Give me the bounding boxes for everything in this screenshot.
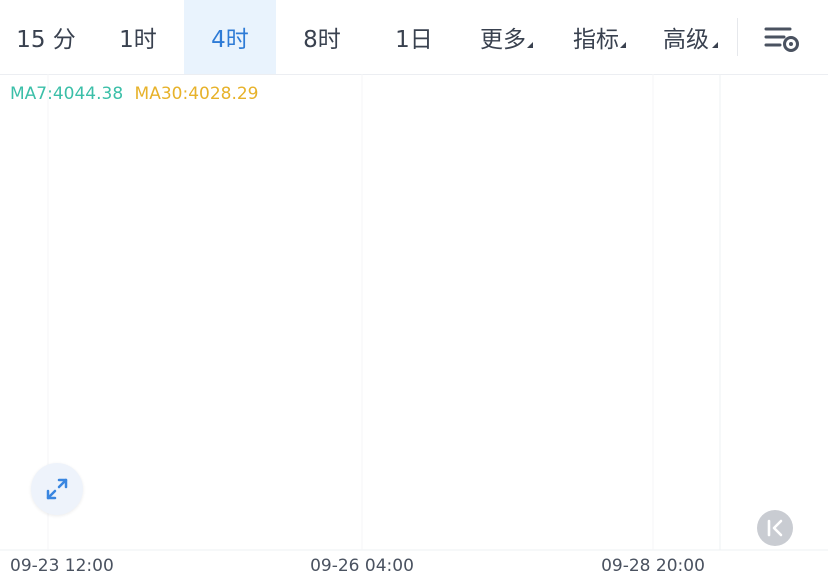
fullscreen-button[interactable] bbox=[31, 463, 83, 515]
tab-15min[interactable]: 15 分 bbox=[16, 27, 76, 53]
jump-to-latest-button[interactable] bbox=[757, 510, 793, 546]
ma7-value: MA7:4044.38 bbox=[10, 84, 124, 104]
candlestick-chart[interactable]: 4400.004300.004200.004100.004000.003900.… bbox=[0, 74, 828, 576]
ma-indicator-legend: MA7:4044.38 MA30:4028.29 bbox=[10, 84, 259, 104]
dropdown-caret-icon bbox=[527, 42, 533, 48]
timeframe-tab-bar: 15 分 1时 4时 8时 1日 更多 指标 高级 bbox=[0, 0, 828, 75]
tab-divider bbox=[737, 18, 738, 56]
tab-4h[interactable]: 4时 bbox=[184, 0, 276, 74]
tab-indicators-dropdown[interactable]: 指标 bbox=[573, 27, 619, 53]
jump-to-latest-icon bbox=[767, 519, 783, 537]
tab-1h[interactable]: 1时 bbox=[119, 27, 157, 53]
dropdown-caret-icon bbox=[620, 42, 626, 48]
tab-more-dropdown[interactable]: 更多 bbox=[480, 27, 526, 53]
dropdown-caret-icon bbox=[712, 42, 718, 48]
chart-settings-icon bbox=[764, 27, 799, 52]
chart-settings-button[interactable] bbox=[760, 18, 804, 58]
x-tick-label: 09-28 20:00 bbox=[601, 556, 705, 576]
x-tick-label: 09-23 12:00 bbox=[10, 556, 114, 576]
tab-8h[interactable]: 8时 bbox=[303, 27, 341, 53]
ma30-value: MA30:4028.29 bbox=[134, 84, 259, 104]
tab-advanced-dropdown[interactable]: 高级 bbox=[663, 27, 709, 53]
tab-1d[interactable]: 1日 bbox=[395, 27, 433, 53]
x-tick-label: 09-26 04:00 bbox=[310, 556, 414, 576]
expand-arrows-icon bbox=[46, 478, 68, 500]
